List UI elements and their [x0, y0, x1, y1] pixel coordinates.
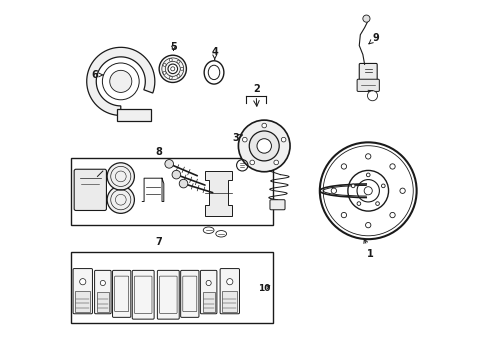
Circle shape	[107, 163, 134, 190]
FancyBboxPatch shape	[359, 63, 376, 81]
Circle shape	[159, 55, 186, 82]
Circle shape	[180, 67, 183, 70]
Circle shape	[238, 120, 289, 172]
FancyBboxPatch shape	[74, 169, 106, 211]
Circle shape	[177, 75, 180, 77]
Bar	[222, 291, 237, 312]
Circle shape	[169, 58, 172, 62]
Circle shape	[330, 188, 336, 193]
Text: 5: 5	[170, 42, 177, 52]
Circle shape	[366, 173, 369, 177]
Circle shape	[168, 64, 177, 73]
Circle shape	[172, 170, 180, 179]
Circle shape	[375, 202, 379, 206]
FancyBboxPatch shape	[200, 270, 217, 314]
Circle shape	[273, 160, 278, 165]
Circle shape	[356, 202, 360, 206]
FancyBboxPatch shape	[112, 270, 131, 318]
Circle shape	[350, 184, 354, 188]
Circle shape	[107, 186, 134, 213]
Circle shape	[399, 188, 405, 193]
Circle shape	[341, 164, 346, 169]
FancyBboxPatch shape	[269, 200, 285, 210]
Circle shape	[389, 212, 394, 218]
Text: 4: 4	[211, 46, 218, 59]
Bar	[97, 292, 109, 312]
Circle shape	[367, 91, 377, 101]
Bar	[75, 291, 90, 312]
Circle shape	[365, 222, 370, 228]
Circle shape	[102, 63, 139, 100]
Circle shape	[381, 184, 385, 188]
Circle shape	[249, 131, 279, 161]
Circle shape	[226, 279, 232, 285]
Circle shape	[257, 139, 271, 153]
Circle shape	[163, 63, 166, 66]
FancyBboxPatch shape	[94, 270, 111, 314]
Circle shape	[242, 137, 246, 142]
Circle shape	[169, 76, 172, 79]
Text: 6: 6	[91, 70, 103, 80]
FancyBboxPatch shape	[132, 270, 154, 319]
Text: 9: 9	[368, 33, 378, 44]
FancyBboxPatch shape	[157, 270, 179, 319]
Circle shape	[262, 123, 266, 128]
Bar	[70, 158, 273, 225]
Circle shape	[177, 60, 180, 63]
Text: 10: 10	[258, 284, 270, 293]
Polygon shape	[117, 109, 151, 121]
FancyBboxPatch shape	[73, 269, 92, 314]
Circle shape	[80, 279, 86, 285]
Circle shape	[389, 164, 394, 169]
Bar	[70, 252, 273, 323]
Circle shape	[163, 71, 166, 74]
Text: 7: 7	[155, 237, 162, 247]
Circle shape	[179, 179, 187, 188]
Circle shape	[164, 159, 173, 168]
FancyBboxPatch shape	[356, 79, 379, 91]
Circle shape	[100, 280, 105, 285]
Text: 8: 8	[155, 147, 162, 157]
Circle shape	[365, 154, 370, 159]
Circle shape	[362, 15, 369, 22]
Polygon shape	[86, 47, 155, 116]
FancyBboxPatch shape	[220, 269, 239, 314]
Circle shape	[109, 70, 132, 93]
Circle shape	[281, 137, 285, 142]
Polygon shape	[204, 171, 231, 216]
Text: 1: 1	[363, 239, 373, 258]
Text: 2: 2	[252, 84, 259, 94]
Bar	[202, 292, 214, 312]
Circle shape	[205, 280, 211, 285]
Circle shape	[249, 160, 254, 165]
Text: 3: 3	[232, 133, 242, 143]
FancyBboxPatch shape	[180, 270, 199, 318]
Circle shape	[341, 212, 346, 218]
